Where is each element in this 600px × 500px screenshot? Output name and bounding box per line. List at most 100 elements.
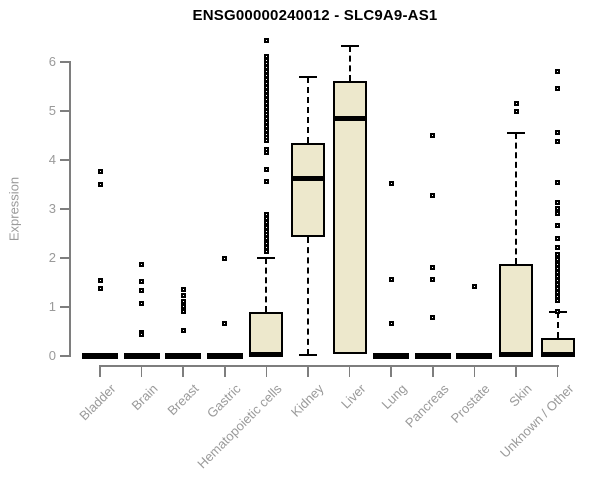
- y-tick-label: 3: [48, 201, 56, 216]
- x-tick: [348, 366, 351, 377]
- median-line: [540, 352, 575, 358]
- x-tick: [182, 366, 184, 377]
- outlier-point: [555, 129, 561, 135]
- y-tick: [60, 355, 70, 357]
- box-hematopoietic-cells: [249, 311, 284, 356]
- x-tick: [473, 366, 476, 377]
- x-tick: [265, 366, 268, 377]
- outlier-point: [555, 251, 561, 257]
- outlier-point: [180, 328, 186, 334]
- outlier-point: [555, 222, 561, 228]
- outlier-point: [180, 293, 186, 299]
- outlier-point: [222, 320, 228, 326]
- x-tick: [140, 366, 143, 377]
- whisker-line: [515, 133, 517, 264]
- outlier-point: [555, 211, 561, 217]
- x-tick: [432, 366, 434, 377]
- x-tick: [556, 366, 559, 377]
- outlier-point: [471, 284, 477, 290]
- outlier-point: [180, 298, 186, 304]
- y-tick: [60, 208, 70, 210]
- outlier-point: [555, 297, 561, 303]
- y-tick-label: 1: [48, 299, 56, 314]
- outlier-point: [97, 182, 103, 188]
- zero-box: [456, 353, 493, 359]
- whisker-line: [348, 45, 351, 82]
- y-axis-title: Expression: [6, 176, 22, 242]
- outlier-point: [263, 220, 269, 226]
- outlier-point: [97, 285, 103, 291]
- y-tick-label: 2: [48, 250, 56, 265]
- box-skin: [499, 263, 533, 356]
- outlier-point: [263, 248, 269, 254]
- median-line: [249, 352, 284, 358]
- outlier-point: [555, 205, 561, 211]
- outlier-point: [555, 69, 561, 75]
- y-tick-label: 5: [48, 103, 56, 118]
- median-line: [499, 352, 533, 358]
- x-axis-line: [99, 365, 559, 367]
- zero-box: [414, 353, 451, 359]
- outlier-point: [180, 287, 186, 293]
- whisker-cap: [507, 131, 525, 135]
- outlier-point: [139, 278, 145, 284]
- outlier-point: [139, 288, 145, 294]
- outlier-point: [555, 309, 561, 315]
- outlier-point: [430, 132, 436, 138]
- y-tick-label: 6: [48, 54, 56, 69]
- x-tick: [390, 366, 392, 377]
- box-liver: [332, 81, 367, 354]
- whisker-line: [265, 258, 268, 312]
- outlier-point: [263, 138, 269, 144]
- x-tick: [99, 366, 101, 377]
- outlier-point: [555, 236, 561, 242]
- outlier-point: [555, 179, 561, 185]
- median-line: [291, 175, 325, 181]
- outlier-point: [555, 244, 561, 250]
- outlier-point: [139, 331, 145, 337]
- outlier-point: [513, 101, 519, 107]
- outlier-point: [263, 178, 269, 184]
- zero-box: [373, 353, 410, 359]
- zero-box: [82, 353, 118, 359]
- outlier-point: [263, 149, 269, 155]
- outlier-point: [430, 315, 436, 321]
- outlier-point: [139, 262, 145, 268]
- outlier-point: [555, 139, 561, 145]
- whisker-cap: [299, 75, 317, 79]
- outlier-point: [430, 265, 436, 271]
- outlier-point: [555, 86, 561, 92]
- outlier-point: [180, 309, 186, 315]
- outlier-point: [430, 276, 436, 282]
- outlier-point: [263, 236, 269, 242]
- y-tick: [60, 159, 70, 161]
- outlier-point: [263, 167, 269, 173]
- zero-box: [206, 353, 243, 359]
- zero-box: [165, 353, 202, 359]
- outlier-point: [430, 193, 436, 199]
- outlier-point: [388, 276, 394, 282]
- outlier-point: [555, 199, 561, 205]
- outlier-point: [388, 320, 394, 326]
- y-tick: [60, 110, 70, 112]
- y-tick: [60, 306, 70, 308]
- outlier-point: [97, 277, 103, 283]
- y-tick-label: 4: [48, 152, 56, 167]
- whisker-cap: [299, 353, 317, 357]
- x-tick: [307, 366, 309, 377]
- outlier-point: [222, 256, 228, 262]
- x-tick: [515, 366, 517, 377]
- outlier-point: [97, 169, 103, 175]
- whisker-cap: [257, 256, 276, 260]
- whisker-line: [556, 311, 559, 338]
- x-tick: [224, 366, 226, 377]
- outlier-point: [180, 304, 186, 309]
- whisker-line: [307, 77, 309, 143]
- chart-title: ENSG00000240012 - SLC9A9-AS1: [192, 7, 438, 24]
- y-tick: [60, 61, 70, 63]
- outlier-point: [139, 300, 145, 306]
- box-kidney: [291, 142, 325, 237]
- outlier-point: [388, 180, 394, 186]
- outlier-point: [263, 38, 269, 44]
